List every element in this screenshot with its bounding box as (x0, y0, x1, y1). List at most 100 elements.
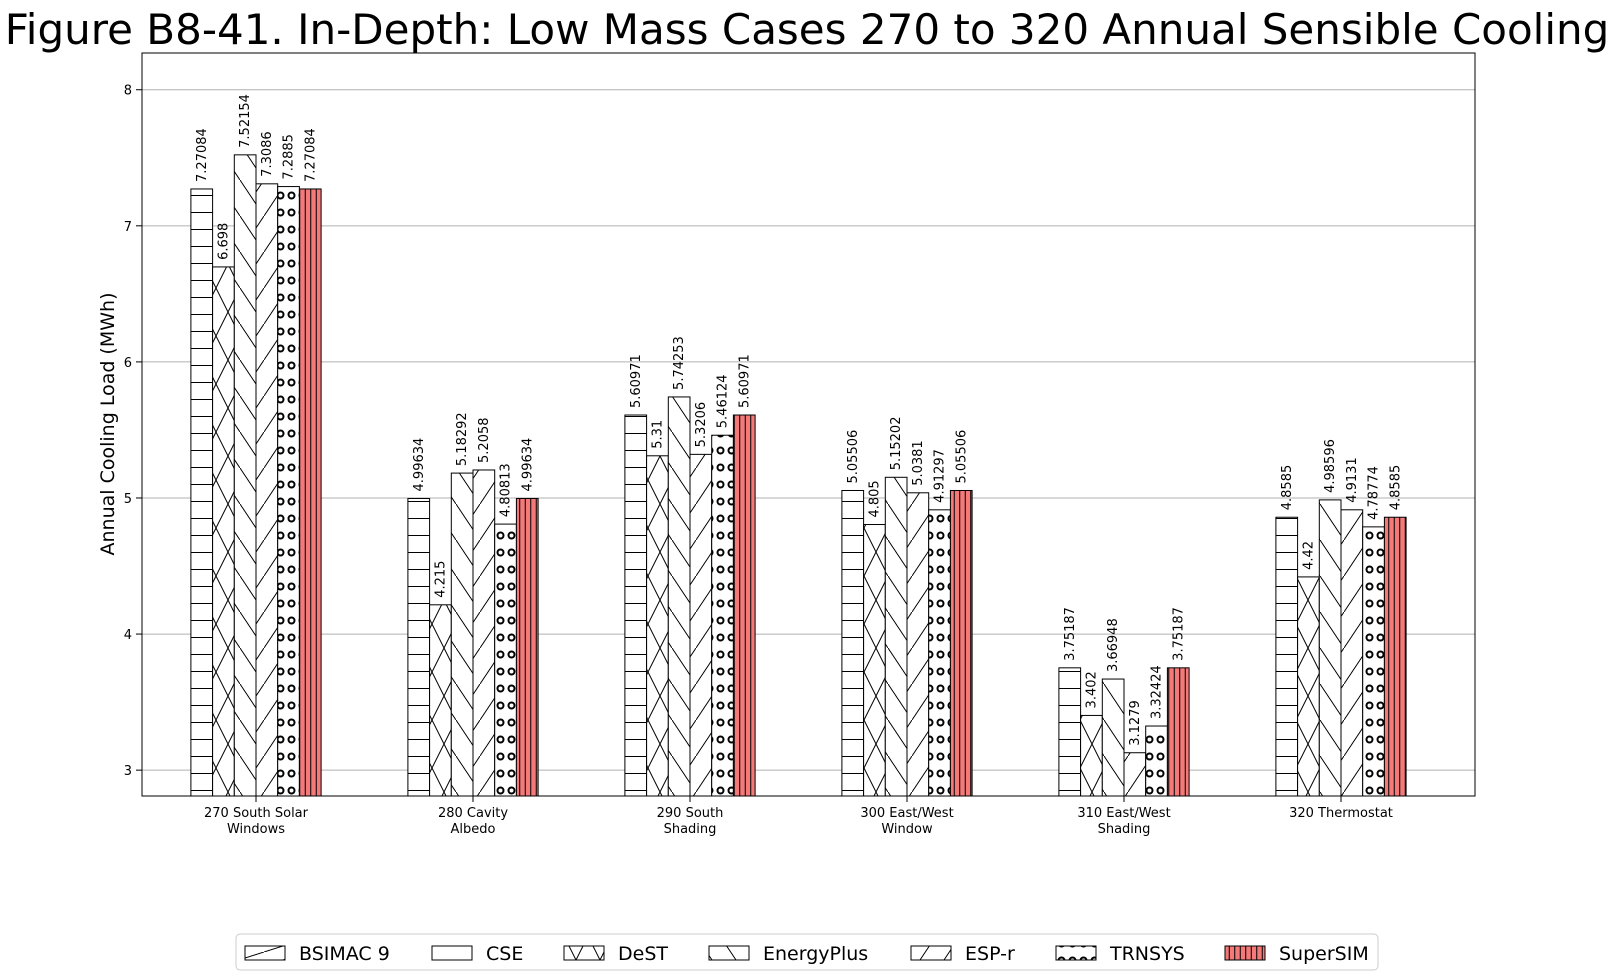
x-tick-label-0-0: 270 South Solar (204, 806, 309, 821)
legend-swatch-bsimac-9 (244, 945, 286, 961)
value-label-esp-r-1: 5.2058 (477, 417, 492, 463)
value-label-trnsys-1: 4.80813 (499, 463, 514, 517)
x-tick-label-3-1: Window (881, 822, 933, 837)
plot-frame (141, 52, 1476, 797)
bar-cse-0 (190, 188, 214, 796)
bars (190, 154, 1407, 796)
y-tick-label-2: 5 (124, 492, 132, 507)
value-label-energyplus-0: 7.52154 (238, 94, 253, 148)
value-label-energyplus-1: 5.18292 (455, 412, 470, 466)
bar-dest-4 (1080, 714, 1103, 796)
legend-swatch-trnsys (1055, 945, 1097, 961)
bar-esp-r-4 (1123, 752, 1147, 796)
value-label-trnsys-5: 4.78774 (1367, 466, 1382, 520)
bar-trnsys-4 (1145, 725, 1168, 796)
value-label-energyplus-4: 3.66948 (1106, 618, 1121, 672)
bar-cse-1 (407, 497, 431, 796)
value-label-esp-r-2: 5.3206 (694, 402, 709, 448)
bar-trnsys-1 (494, 523, 517, 796)
bar-supersim-1 (515, 497, 539, 796)
legend-label-energyplus: EnergyPlus (763, 943, 868, 965)
bar-trnsys-5 (1362, 526, 1385, 796)
legend: BSIMAC 9 CSE DeST EnergyPlus ESP-r TRNSYS Supe… (235, 933, 1379, 971)
value-label-supersim-2: 5.60971 (737, 354, 752, 408)
bar-dest-0 (212, 266, 235, 796)
bar-energyplus-2 (667, 396, 691, 796)
bar-supersim-2 (732, 414, 756, 796)
y-tick-label-3: 6 (124, 356, 132, 371)
legend-swatch-supersim (1224, 945, 1266, 961)
value-label-trnsys-0: 7.2885 (282, 134, 297, 180)
x-tick-label-4-1: Shading (1098, 822, 1151, 837)
x-tick-label-2-0: 290 South (657, 806, 724, 821)
legend-swatch-esp-r (910, 945, 952, 961)
value-label-esp-r-3: 5.0381 (911, 440, 926, 486)
bar-energyplus-5 (1318, 499, 1342, 796)
value-label-supersim-0: 7.27084 (303, 128, 318, 182)
value-label-cse-5: 4.8585 (1280, 465, 1295, 511)
x-tick-label-2-1: Shading (664, 822, 717, 837)
legend-label-dest: DeST (618, 943, 668, 965)
y-tick-label-0: 3 (124, 764, 132, 779)
value-label-energyplus-2: 5.74253 (672, 336, 687, 390)
bar-energyplus-3 (884, 476, 908, 796)
legend-swatch-cse (431, 945, 473, 961)
value-label-energyplus-5: 4.98596 (1323, 439, 1338, 493)
value-label-dest-1: 4.215 (433, 561, 448, 598)
legend-swatch-dest (563, 945, 605, 961)
bar-supersim-0 (298, 188, 322, 796)
value-label-energyplus-3: 5.15202 (889, 417, 904, 471)
y-tick-label-5: 8 (124, 84, 132, 99)
legend-frame (235, 933, 1379, 971)
bar-dest-1 (429, 604, 452, 796)
legend-label-cse: CSE (486, 943, 523, 965)
x-tick-label-3-0: 300 East/West (860, 806, 953, 821)
y-tick-label-4: 7 (124, 220, 132, 235)
value-label-dest-2: 5.31 (650, 420, 665, 449)
legend-label-bsimac-9: BSIMAC 9 (299, 943, 390, 965)
bar-dest-5 (1297, 576, 1320, 796)
value-label-dest-0: 6.698 (216, 223, 231, 260)
bar-supersim-3 (949, 489, 973, 796)
bar-trnsys-0 (277, 186, 300, 796)
value-label-cse-0: 7.27084 (195, 128, 210, 182)
legend-label-trnsys: TRNSYS (1109, 943, 1185, 965)
bar-dest-3 (863, 524, 886, 796)
bar-supersim-4 (1166, 667, 1190, 796)
bar-esp-r-2 (689, 453, 713, 796)
bar-esp-r-0 (255, 183, 279, 796)
x-tick-label-1-1: Albedo (451, 822, 496, 837)
value-label-supersim-1: 4.99634 (520, 438, 535, 492)
value-label-supersim-4: 3.75187 (1171, 607, 1186, 661)
legend-label-esp-r: ESP-r (965, 943, 1015, 965)
y-axis: 3 4 5 6 7 8 (124, 84, 142, 779)
x-tick-label-4-0: 310 East/West (1077, 806, 1170, 821)
x-tick-label-5-0: 320 Thermostat (1289, 806, 1393, 821)
bar-energyplus-1 (450, 472, 474, 796)
value-label-supersim-3: 5.05506 (954, 430, 969, 484)
value-label-esp-r-0: 7.3086 (260, 131, 275, 177)
bar-energyplus-0 (233, 154, 257, 796)
bar-trnsys-3 (928, 509, 951, 796)
bar-cse-3 (841, 489, 865, 796)
x-tick-label-1-0: 280 Cavity (438, 806, 508, 821)
value-label-dest-5: 4.42 (1301, 541, 1316, 570)
bar-cse-5 (1275, 516, 1299, 796)
bar-energyplus-4 (1101, 678, 1125, 796)
value-label-trnsys-4: 3.32424 (1150, 665, 1165, 719)
bar-esp-r-3 (906, 492, 930, 796)
bar-supersim-5 (1383, 516, 1407, 796)
bar-cse-4 (1058, 667, 1082, 796)
value-labels: 7.27084 6.698 7.52154 7.3086 7.2885 7.27084 4.… (195, 94, 1404, 746)
value-label-esp-r-5: 4.9131 (1345, 457, 1360, 503)
value-label-cse-2: 5.60971 (629, 354, 644, 408)
gridlines (142, 89, 1475, 771)
value-label-dest-4: 3.402 (1084, 671, 1099, 708)
bar-cse-2 (624, 414, 648, 796)
chart-title: Figure B8-41. In-Depth: Low Mass Cases 2… (5, 5, 1610, 54)
y-axis-label: Annual Cooling Load (MWh) (97, 293, 119, 556)
value-label-cse-4: 3.75187 (1063, 607, 1078, 661)
value-label-trnsys-3: 4.91297 (933, 449, 948, 503)
